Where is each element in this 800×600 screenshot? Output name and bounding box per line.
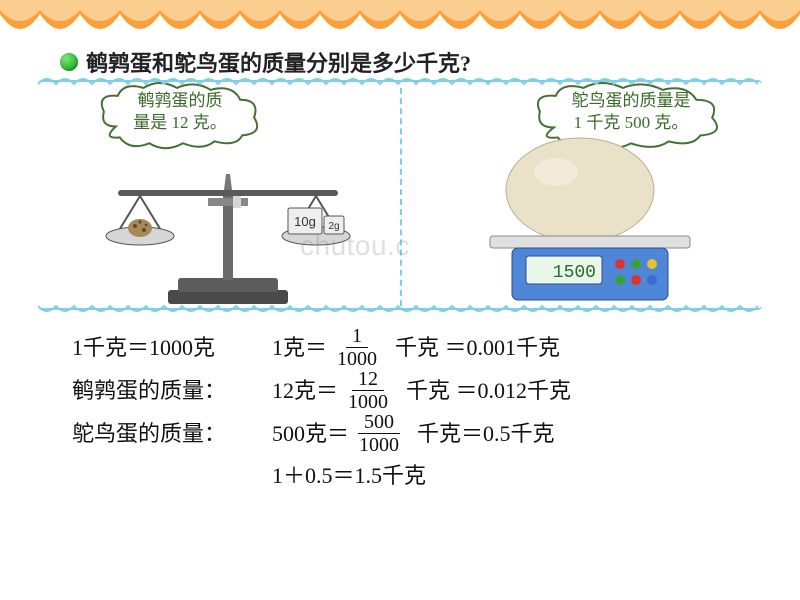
math-area: 1千克＝1000克 1克＝ 1 1000 千克 ＝0.001千克 鹌鹑蛋的质量：… — [72, 326, 752, 497]
digital-scale-illustration: 1500 — [450, 130, 750, 310]
row3-eq: 500克＝ 500 1000 千克＝0.5千克 — [272, 412, 555, 455]
bubble-ostrich: 鸵鸟蛋的质量是 1 千克 500 克。 — [546, 90, 716, 134]
bubble-ostrich-line1: 鸵鸟蛋的质量是 — [572, 91, 691, 110]
bubble-quail: 鹌鹑蛋的质 量是 12 克。 — [110, 90, 250, 134]
balance-scale-illustration: 10g 2g — [78, 150, 378, 310]
fraction: 500 1000 — [353, 412, 405, 455]
math-row-1: 1千克＝1000克 1克＝ 1 1000 千克 ＝0.001千克 — [72, 326, 752, 369]
top-orange-border — [0, 0, 800, 38]
fraction: 1 1000 — [331, 326, 383, 369]
bullet-icon — [60, 53, 78, 71]
bubble-quail-line1: 鹌鹑蛋的质 — [138, 91, 223, 110]
bubble-quail-line2: 量是 12 克。 — [133, 113, 227, 132]
math-row-3: 鸵鸟蛋的质量： 500克＝ 500 1000 千克＝0.5千克 — [72, 412, 752, 455]
digital-display: 1500 — [553, 263, 596, 283]
row2-eq: 12克＝ 12 1000 千克 ＝0.012千克 — [272, 369, 571, 412]
math-row-4: 1＋0.5＝1.5千克 — [72, 455, 752, 497]
weight-2g-label: 2g — [328, 221, 339, 232]
row1-left: 1千克＝1000克 — [72, 327, 272, 369]
panel-divider — [400, 88, 402, 306]
row2-label: 鹌鹑蛋的质量： — [72, 370, 272, 412]
math-row-2: 鹌鹑蛋的质量： 12克＝ 12 1000 千克 ＝0.012千克 — [72, 369, 752, 412]
row1-right: 1克＝ 1 1000 千克 ＝0.001千克 — [272, 326, 560, 369]
fraction: 12 1000 — [342, 369, 394, 412]
row3-label: 鸵鸟蛋的质量： — [72, 413, 272, 455]
weight-10g-label: 10g — [294, 214, 316, 229]
